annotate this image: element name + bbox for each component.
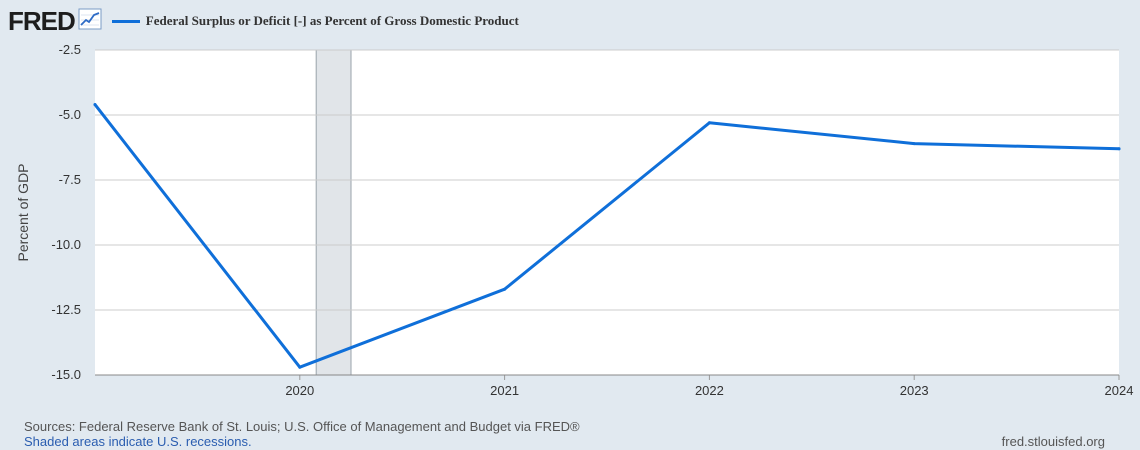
y-tick-label: -7.5: [59, 172, 81, 187]
axis-layer: -2.5 -5.0 -7.5 -10.0 -12.5 -15.0 2020 2021 2022 2…: [15, 42, 1133, 398]
x-tick-label: 2021: [490, 383, 519, 398]
plot-area: [95, 50, 1119, 375]
y-tick-label: -10.0: [51, 237, 81, 252]
legend: Federal Surplus or Deficit [-] as Percen…: [111, 13, 519, 29]
line-chart-icon: [78, 8, 102, 35]
recession-shade: [315, 49, 352, 376]
y-tick-label: -15.0: [51, 367, 81, 382]
site-link[interactable]: fred.stlouisfed.org: [1001, 434, 1105, 449]
legend-swatch: [111, 19, 140, 23]
data-point: [707, 121, 711, 125]
x-tick-label: 2020: [285, 383, 314, 398]
chart-footer: Sources: Federal Reserve Bank of St. Lou…: [24, 419, 580, 449]
data-point: [298, 365, 302, 369]
fred-logo[interactable]: FRED: [8, 6, 76, 36]
series-line: [93, 103, 1121, 369]
data-point: [1117, 147, 1121, 151]
y-tick-label: -2.5: [59, 42, 81, 57]
series-layer: [93, 103, 1121, 369]
x-tick-label: 2024: [1105, 383, 1134, 398]
y-axis-title: Percent of GDP: [15, 163, 31, 261]
x-tick-label: 2022: [695, 383, 724, 398]
recession-note-link[interactable]: Shaded areas indicate U.S. recessions.: [24, 434, 252, 449]
sources-text: Sources: Federal Reserve Bank of St. Lou…: [24, 419, 580, 434]
y-tick-label: -12.5: [51, 302, 81, 317]
chart-header: FRED Federal Surplus or Deficit [-] as P…: [8, 6, 519, 36]
x-tick-label: 2023: [900, 383, 929, 398]
legend-label: Federal Surplus or Deficit [-] as Percen…: [145, 13, 519, 28]
data-point: [912, 142, 916, 146]
grid-layer: [95, 49, 1119, 311]
recession-layer: [315, 49, 352, 376]
data-point: [93, 103, 97, 107]
y-tick-label: -5.0: [59, 107, 81, 122]
data-point: [503, 287, 507, 291]
